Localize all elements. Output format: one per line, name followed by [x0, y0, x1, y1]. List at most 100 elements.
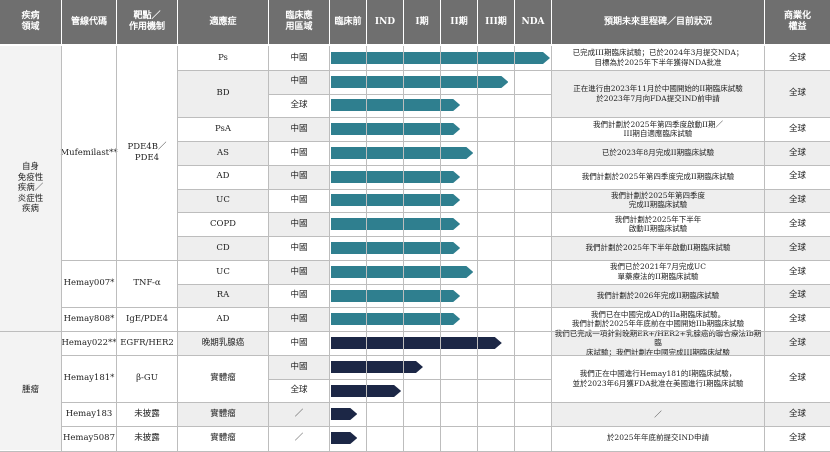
- indication: AD: [216, 314, 230, 325]
- milestone-text: 我們已於2021年7月完成UC 單藥療法的II期臨床試驗: [610, 262, 706, 281]
- row-shade: [269, 307, 329, 332]
- row-shade: [269, 117, 329, 142]
- row-divider: [552, 212, 830, 214]
- row-shade: [178, 331, 268, 355]
- row-divider: [178, 402, 268, 404]
- header-preclinical: 臨床前: [330, 0, 366, 44]
- row-shade: [178, 141, 268, 165]
- target-mechanism: 未披露: [134, 409, 160, 420]
- clinical-region: ／: [294, 432, 304, 443]
- progress-bar: [331, 75, 509, 88]
- indication: 實體瘤: [210, 373, 236, 384]
- row-divider: [178, 236, 268, 238]
- row-shade: [178, 188, 268, 213]
- clinical-region: 中國: [290, 123, 308, 134]
- row-shade: [269, 69, 329, 94]
- progress-bar: [331, 123, 461, 136]
- col-divider: [366, 46, 367, 452]
- indication: COPD: [209, 218, 236, 229]
- header-ind: IND: [367, 0, 403, 44]
- row-divider: [269, 141, 551, 143]
- milestone-text: 於2025年年底前提交IND申請: [606, 433, 710, 443]
- row-divider: [552, 283, 830, 285]
- header-phase3: III期: [478, 0, 514, 44]
- clinical-region: 中國: [290, 52, 308, 63]
- indication: AD: [216, 171, 230, 182]
- pipeline-code: Hemay022**: [61, 337, 117, 348]
- milestone-text: 正在進行由2023年11月於中國開始的II期臨床試驗 於2023年7月向FDA提…: [573, 84, 743, 103]
- header-milestone: 預期未來里程碑／目前狀況: [552, 0, 764, 44]
- row-shade: [178, 236, 268, 260]
- milestone-text: 我們已在中國完成AD的IIa期臨床試驗。 我們計劃於2025年年底前在中國開始I…: [571, 309, 745, 329]
- row-divider: [269, 283, 551, 285]
- row-shade: [269, 259, 329, 284]
- row-shade: [552, 188, 830, 213]
- row-divider: [552, 188, 830, 190]
- row-divider: [269, 354, 551, 356]
- col-divider: [477, 46, 478, 452]
- target-mechanism: PDE4B／ PDE4: [127, 142, 167, 163]
- header-phase2: II期: [441, 0, 477, 44]
- group-bg: [0, 331, 61, 450]
- milestone-text: 我們計劃於2025年下半年啟動II期臨床試驗: [585, 243, 731, 253]
- row-divider: [552, 402, 830, 404]
- header-indication: 適應症: [178, 0, 268, 44]
- row-shade: [269, 164, 329, 189]
- row-shade: [552, 283, 830, 308]
- progress-bar: [331, 99, 461, 112]
- col-divider: [440, 46, 441, 452]
- header-phase1: I期: [404, 0, 440, 44]
- row-divider: [269, 402, 551, 404]
- row-divider: [178, 426, 268, 428]
- clinical-region: 全球: [290, 385, 308, 396]
- col-divider: [764, 46, 765, 452]
- header-code: 管線代碼: [62, 0, 116, 44]
- row-divider: [62, 426, 177, 428]
- commercial-rights: 全球: [788, 266, 806, 277]
- row-divider: [552, 164, 830, 166]
- row-shade: [178, 69, 268, 118]
- row-divider: [269, 331, 551, 333]
- row-divider: [269, 164, 551, 166]
- row-divider: [178, 307, 268, 309]
- row-divider: [178, 212, 268, 214]
- clinical-region: 中國: [290, 147, 308, 158]
- pipeline-code: Hemay181*: [63, 373, 115, 384]
- col-divider: [551, 46, 552, 452]
- row-shade: [552, 69, 830, 118]
- commercial-rights: 全球: [788, 171, 806, 182]
- milestone-text: 我們計劃於2025年下半年 啟動II期臨床試驗: [614, 214, 702, 234]
- row-shade: [552, 141, 830, 165]
- indication: UC: [216, 266, 230, 277]
- row-divider: [269, 188, 551, 190]
- clinical-region: 中國: [290, 290, 308, 301]
- col-divider: [403, 46, 404, 452]
- row-divider: [552, 117, 830, 119]
- milestone-text: 我們計劃於2026年完成II期臨床試驗: [596, 290, 720, 300]
- clinical-region: ／: [294, 409, 304, 420]
- row-shade: [552, 402, 830, 427]
- row-divider: [552, 141, 830, 143]
- clinical-region: 中國: [290, 361, 308, 372]
- clinical-region: 中國: [290, 266, 308, 277]
- progress-bar: [331, 337, 502, 350]
- row-divider: [269, 69, 551, 71]
- row-divider: [552, 236, 830, 238]
- progress-bar: [331, 408, 358, 421]
- group-label: 腫瘤: [21, 385, 39, 396]
- row-divider: [178, 141, 268, 143]
- indication: PsA: [215, 123, 231, 134]
- target-mechanism: EGFR/HER2: [120, 337, 174, 348]
- group-bg: [0, 46, 61, 332]
- commercial-rights: 全球: [788, 123, 806, 134]
- row-divider: [178, 259, 268, 261]
- row-divider: [178, 117, 268, 119]
- commercial-rights: 全球: [788, 290, 806, 301]
- col-divider: [116, 46, 117, 452]
- row-shade: [552, 331, 830, 355]
- row-divider: [269, 307, 551, 309]
- progress-bar: [331, 289, 461, 302]
- clinical-region: 中國: [290, 314, 308, 325]
- row-shade: [269, 212, 329, 237]
- row-shade: [269, 354, 329, 379]
